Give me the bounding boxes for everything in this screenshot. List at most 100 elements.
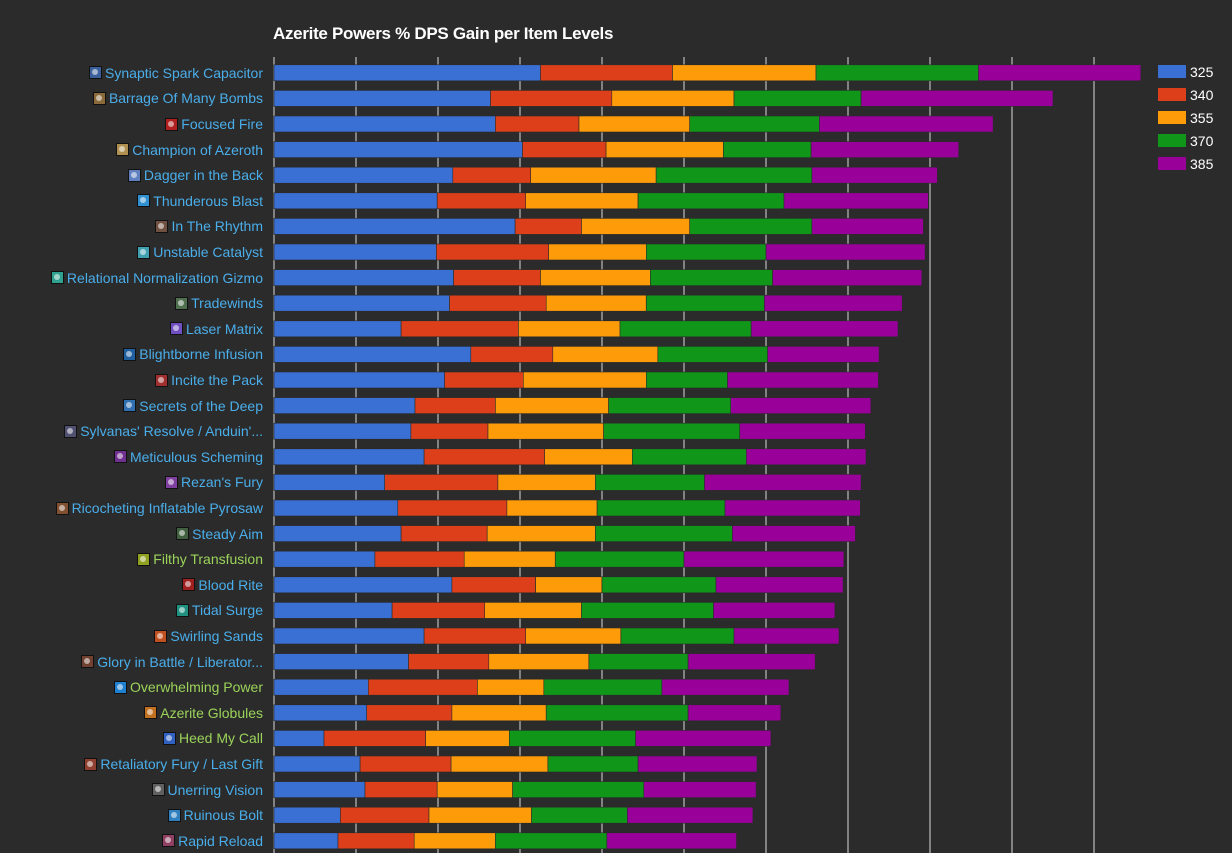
bar-segment-385[interactable] — [643, 781, 757, 798]
bar-segment-355[interactable] — [525, 627, 622, 645]
bar-segment-355[interactable] — [535, 576, 603, 594]
bar-segment-340[interactable] — [364, 781, 438, 798]
bar-segment-325[interactable] — [273, 64, 541, 82]
bar-segment-325[interactable] — [273, 678, 369, 696]
bar-segment-325[interactable] — [273, 448, 425, 466]
bar-segment-370[interactable] — [531, 806, 628, 824]
row-label[interactable]: Incite the Pack — [155, 370, 263, 390]
bar-segment-340[interactable] — [436, 243, 549, 261]
bar-segment-355[interactable] — [522, 371, 647, 389]
row-label-name[interactable]: Unstable Catalyst — [153, 244, 263, 260]
bar-segment-370[interactable] — [619, 320, 752, 338]
bar-segment-355[interactable] — [545, 294, 647, 312]
row-label[interactable]: Focused Fire — [165, 114, 263, 134]
bar-segment-370[interactable] — [603, 422, 740, 440]
bar-segment-340[interactable] — [391, 602, 486, 619]
row-label-name[interactable]: Laser Matrix — [185, 320, 263, 337]
row-label-name[interactable]: Barrage Of Many Bombs — [108, 90, 263, 107]
bar-segment-370[interactable] — [645, 243, 767, 261]
bar-segment-340[interactable] — [400, 320, 519, 338]
bar-segment-385[interactable] — [765, 243, 926, 261]
row-label-name[interactable]: Rezan's Fury — [180, 474, 263, 491]
bar-segment-370[interactable] — [581, 602, 714, 619]
bar-segment-340[interactable] — [444, 371, 524, 389]
bar-segment-325[interactable] — [273, 243, 437, 261]
bar-segment-340[interactable] — [540, 64, 673, 82]
bar-segment-355[interactable] — [488, 653, 590, 670]
bar-segment-385[interactable] — [637, 755, 758, 773]
row-label[interactable]: Dagger in the Back — [127, 165, 263, 185]
bar-segment-340[interactable] — [453, 269, 541, 286]
row-label-name[interactable]: Secrets of the Deep — [139, 397, 263, 414]
bar-segment-325[interactable] — [273, 166, 454, 184]
row-label-name[interactable]: Focused Fire — [181, 116, 263, 132]
bar-segment-385[interactable] — [772, 269, 923, 286]
row-label[interactable]: Glory in Battle / Liberator... — [81, 652, 263, 672]
bar-segment-370[interactable] — [545, 704, 689, 722]
bar-segment-370[interactable] — [543, 678, 663, 696]
bar-segment-385[interactable] — [713, 602, 836, 619]
bar-segment-370[interactable] — [596, 499, 726, 517]
bar-segment-355[interactable] — [530, 166, 657, 184]
row-label-name[interactable]: Filthy Transfusion — [153, 551, 263, 568]
bar-segment-355[interactable] — [605, 141, 724, 158]
row-label[interactable]: Ruinous Bolt — [167, 805, 263, 825]
bar-segment-325[interactable] — [273, 806, 341, 824]
row-label[interactable]: Rapid Reload — [162, 831, 263, 851]
bar-segment-325[interactable] — [273, 653, 409, 670]
row-label[interactable]: Rezan's Fury — [164, 472, 263, 492]
bar-segment-355[interactable] — [544, 448, 633, 466]
row-label[interactable]: In The Rhythm — [155, 216, 263, 236]
bar-segment-370[interactable] — [620, 627, 735, 645]
bar-segment-325[interactable] — [273, 115, 496, 133]
bar-segment-370[interactable] — [733, 90, 862, 107]
bar-segment-370[interactable] — [512, 781, 645, 798]
row-label-name[interactable]: Ruinous Bolt — [183, 807, 263, 824]
bar-segment-370[interactable] — [723, 141, 812, 158]
bar-segment-325[interactable] — [273, 371, 445, 389]
row-label[interactable]: Sylvanas' Resolve / Anduin'... — [64, 421, 263, 441]
row-label[interactable]: Retaliatory Fury / Last Gift — [84, 754, 263, 774]
bar-segment-355[interactable] — [552, 346, 659, 363]
bar-segment-340[interactable] — [384, 474, 499, 491]
bar-segment-340[interactable] — [337, 832, 415, 850]
bar-segment-325[interactable] — [273, 704, 367, 722]
bar-segment-325[interactable] — [273, 525, 402, 542]
bar-segment-355[interactable] — [672, 64, 817, 82]
bar-segment-340[interactable] — [397, 499, 508, 517]
legend-item[interactable]: 340 — [1158, 83, 1213, 106]
bar-segment-370[interactable] — [637, 192, 785, 210]
row-label-name[interactable]: Dagger in the Back — [143, 167, 263, 184]
bar-segment-385[interactable] — [715, 576, 844, 594]
row-label[interactable]: Steady Aim — [176, 524, 263, 544]
bar-segment-340[interactable] — [423, 448, 545, 466]
bar-segment-370[interactable] — [815, 64, 979, 82]
bar-segment-385[interactable] — [661, 678, 790, 696]
bar-segment-340[interactable] — [340, 806, 430, 824]
bar-segment-325[interactable] — [273, 192, 438, 210]
bar-segment-370[interactable] — [547, 755, 639, 773]
row-label[interactable]: Unerring Vision — [151, 780, 263, 800]
bar-segment-355[interactable] — [451, 704, 547, 722]
bar-segment-385[interactable] — [810, 141, 959, 158]
bar-segment-385[interactable] — [860, 90, 1054, 107]
row-label[interactable]: Ricocheting Inflatable Pyrosaw — [55, 498, 263, 518]
bar-segment-370[interactable] — [657, 346, 768, 363]
row-label[interactable]: Tidal Surge — [175, 600, 263, 620]
bar-segment-340[interactable] — [323, 730, 426, 747]
row-label-name[interactable]: Sylvanas' Resolve / Anduin'... — [80, 423, 263, 440]
bar-segment-340[interactable] — [366, 704, 453, 722]
bar-segment-370[interactable] — [655, 166, 813, 184]
row-label-name[interactable]: Azerite Globules — [160, 704, 263, 721]
bar-segment-325[interactable] — [273, 832, 339, 850]
bar-segment-340[interactable] — [436, 192, 527, 210]
bar-segment-325[interactable] — [273, 474, 385, 491]
bar-segment-355[interactable] — [578, 115, 690, 133]
bar-segment-370[interactable] — [588, 653, 689, 670]
row-label-name[interactable]: Relational Normalization Gizmo — [66, 269, 263, 286]
legend-item[interactable]: 325 — [1158, 60, 1213, 83]
bar-segment-385[interactable] — [730, 397, 872, 414]
bar-segment-325[interactable] — [273, 90, 491, 107]
bar-segment-340[interactable] — [514, 218, 582, 235]
bar-segment-385[interactable] — [683, 550, 845, 568]
